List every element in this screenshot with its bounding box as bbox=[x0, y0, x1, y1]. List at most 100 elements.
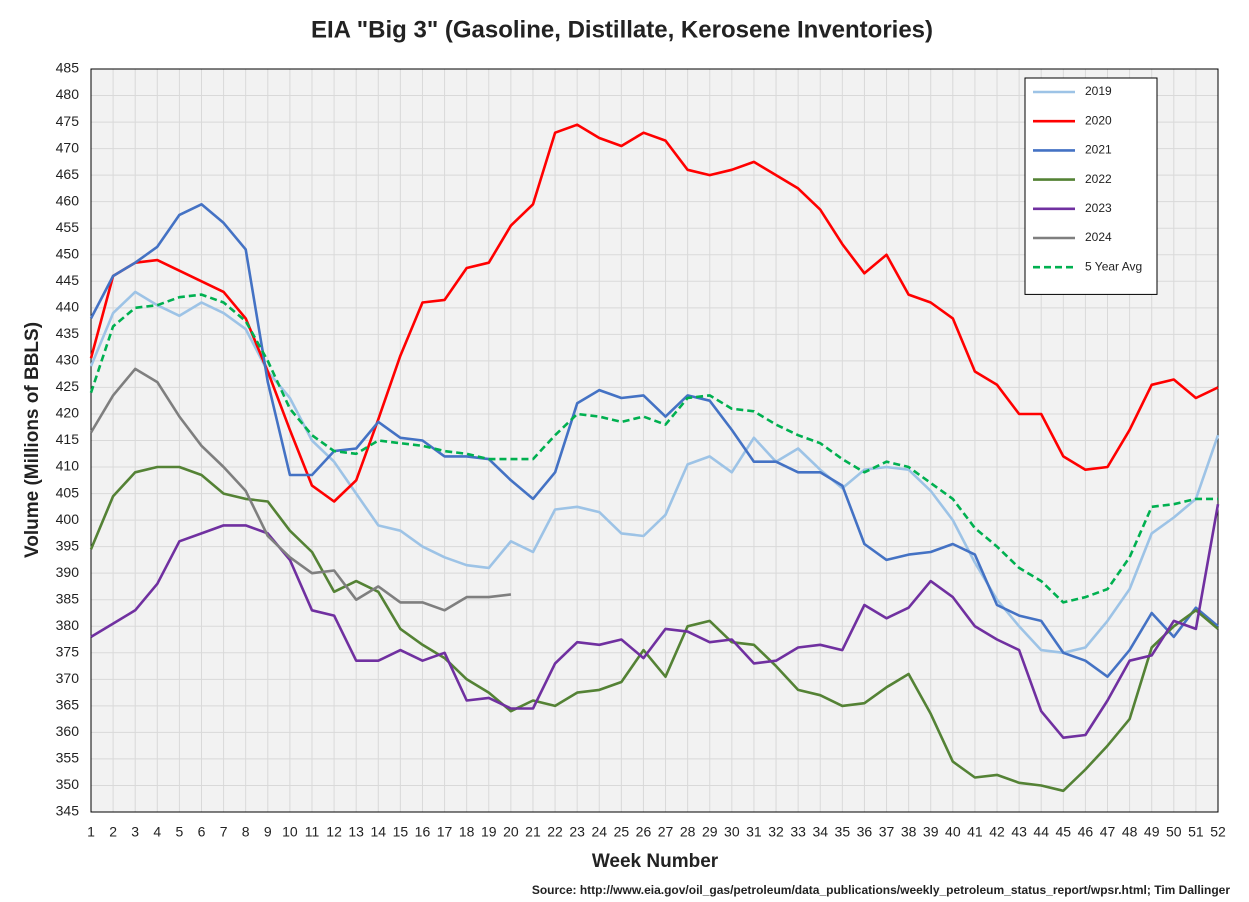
series-line bbox=[89, 367, 512, 612]
x-tick-label: 32 bbox=[768, 824, 784, 840]
y-tick-label: 485 bbox=[56, 60, 80, 76]
x-tick-label: 27 bbox=[658, 824, 674, 840]
chart-title: EIA "Big 3" (Gasoline, Distillate, Keros… bbox=[311, 16, 933, 43]
x-tick-label: 14 bbox=[370, 824, 386, 840]
x-tick-label: 41 bbox=[967, 824, 983, 840]
y-tick-label: 425 bbox=[56, 378, 80, 394]
x-tick-label: 34 bbox=[812, 824, 828, 840]
x-tick-label: 19 bbox=[481, 824, 497, 840]
series-line bbox=[89, 465, 1219, 793]
legend-label: 5 Year Avg bbox=[1085, 259, 1142, 273]
y-tick-label: 390 bbox=[56, 564, 80, 580]
y-tick-label: 480 bbox=[56, 86, 80, 102]
y-tick-label: 350 bbox=[56, 776, 80, 792]
x-tick-label: 37 bbox=[879, 824, 895, 840]
y-tick-label: 460 bbox=[56, 192, 80, 208]
y-tick-label: 455 bbox=[56, 219, 80, 235]
y-tick-label: 450 bbox=[56, 245, 80, 261]
x-tick-label: 26 bbox=[636, 824, 652, 840]
y-tick-label: 395 bbox=[56, 537, 80, 553]
x-tick-label: 48 bbox=[1122, 824, 1138, 840]
x-tick-label: 40 bbox=[945, 824, 961, 840]
y-tick-label: 475 bbox=[56, 113, 80, 129]
x-tick-label: 49 bbox=[1144, 824, 1160, 840]
x-tick-label: 28 bbox=[680, 824, 696, 840]
x-tick-label: 39 bbox=[923, 824, 939, 840]
y-tick-label: 465 bbox=[56, 166, 80, 182]
y-tick-label: 445 bbox=[56, 272, 80, 288]
y-tick-label: 380 bbox=[56, 617, 80, 633]
x-tick-label: 29 bbox=[702, 824, 718, 840]
legend-label: 2024 bbox=[1085, 230, 1112, 244]
x-tick-label: 3 bbox=[131, 824, 139, 840]
x-tick-label: 1 bbox=[87, 824, 95, 840]
x-tick-label: 16 bbox=[415, 824, 431, 840]
y-tick-label: 415 bbox=[56, 431, 80, 447]
y-tick-label: 470 bbox=[56, 139, 80, 155]
x-tick-label: 24 bbox=[591, 824, 607, 840]
x-tick-label: 2 bbox=[109, 824, 117, 840]
y-tick-label: 375 bbox=[56, 643, 80, 659]
x-tick-label: 11 bbox=[305, 824, 320, 840]
x-tick-label: 35 bbox=[835, 824, 851, 840]
x-tick-label: 18 bbox=[459, 824, 475, 840]
x-tick-label: 47 bbox=[1100, 824, 1116, 840]
x-tick-label: 51 bbox=[1188, 824, 1204, 840]
x-tick-label: 5 bbox=[175, 824, 183, 840]
legend-label: 2019 bbox=[1085, 84, 1112, 98]
y-tick-label: 355 bbox=[56, 750, 80, 766]
x-tick-label: 13 bbox=[348, 824, 364, 840]
x-tick-label: 12 bbox=[326, 824, 342, 840]
x-tick-label: 4 bbox=[153, 824, 161, 840]
y-axis-label: Volume (Millions of BBLS) bbox=[22, 322, 43, 558]
y-tick-label: 420 bbox=[56, 405, 80, 421]
series-line bbox=[89, 123, 1219, 503]
y-tick-label: 360 bbox=[56, 723, 80, 739]
x-tick-label: 46 bbox=[1078, 824, 1094, 840]
x-tick-label: 33 bbox=[790, 824, 806, 840]
x-tick-label: 9 bbox=[264, 824, 272, 840]
y-tick-label: 440 bbox=[56, 299, 80, 315]
x-tick-label: 6 bbox=[198, 824, 206, 840]
x-tick-label: 30 bbox=[724, 824, 740, 840]
y-tick-label: 370 bbox=[56, 670, 80, 686]
y-tick-label: 430 bbox=[56, 352, 80, 368]
legend-label: 2020 bbox=[1085, 113, 1112, 127]
x-tick-label: 45 bbox=[1056, 824, 1072, 840]
x-tick-label: 44 bbox=[1033, 824, 1049, 840]
y-tick-label: 435 bbox=[56, 325, 80, 341]
x-tick-label: 25 bbox=[614, 824, 630, 840]
x-tick-label: 38 bbox=[901, 824, 917, 840]
x-tick-label: 23 bbox=[569, 824, 585, 840]
x-tick-label: 17 bbox=[437, 824, 453, 840]
x-tick-label: 22 bbox=[547, 824, 563, 840]
x-tick-label: 21 bbox=[525, 824, 541, 840]
x-tick-label: 52 bbox=[1210, 824, 1226, 840]
y-tick-label: 400 bbox=[56, 511, 80, 527]
x-axis-label: Week Number bbox=[592, 851, 719, 872]
x-tick-label: 8 bbox=[242, 824, 250, 840]
legend-label: 2021 bbox=[1085, 143, 1112, 157]
x-tick-label: 15 bbox=[393, 824, 409, 840]
x-tick-label: 20 bbox=[503, 824, 519, 840]
x-tick-label: 50 bbox=[1166, 824, 1182, 840]
x-tick-label: 43 bbox=[1011, 824, 1027, 840]
y-tick-label: 385 bbox=[56, 590, 80, 606]
y-tick-label: 405 bbox=[56, 484, 80, 500]
y-tick-label: 345 bbox=[56, 803, 80, 819]
legend-box bbox=[1024, 77, 1158, 295]
x-tick-label: 36 bbox=[857, 824, 873, 840]
source-note: Source: http://www.eia.gov/oil_gas/petro… bbox=[532, 883, 1230, 897]
x-tick-label: 31 bbox=[746, 824, 762, 840]
x-tick-label: 10 bbox=[282, 824, 298, 840]
x-tick-label: 7 bbox=[220, 824, 228, 840]
y-tick-label: 365 bbox=[56, 697, 80, 713]
legend-label: 2023 bbox=[1085, 201, 1112, 215]
legend-label: 2022 bbox=[1085, 172, 1112, 186]
series-line bbox=[89, 293, 1218, 604]
y-tick-label: 410 bbox=[56, 458, 80, 474]
x-tick-label: 42 bbox=[989, 824, 1005, 840]
plot-border bbox=[90, 68, 1219, 813]
series-line bbox=[89, 203, 1219, 678]
